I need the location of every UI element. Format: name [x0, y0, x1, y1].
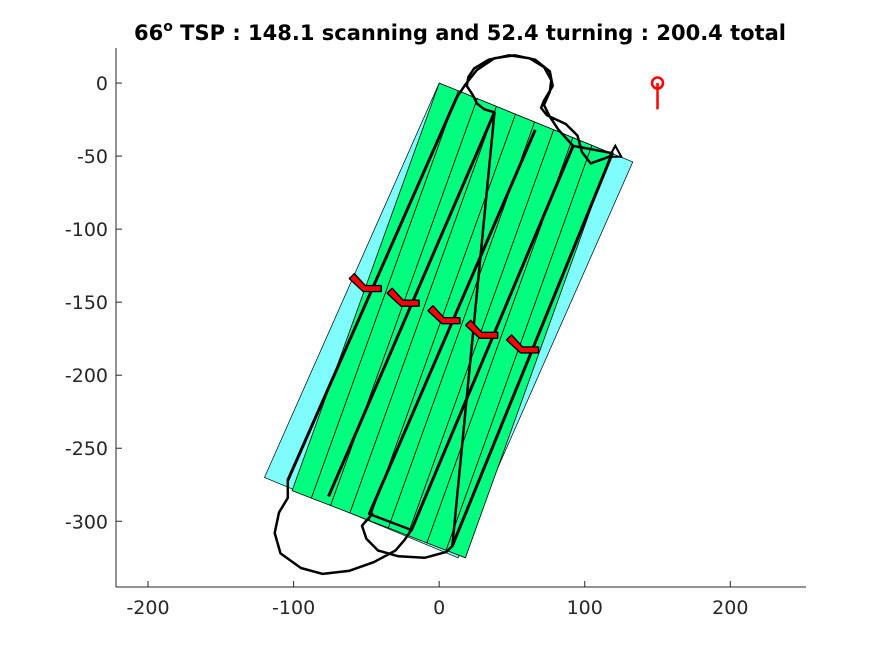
x-tick-label: 0 — [433, 597, 445, 619]
y-tick-label: -200 — [65, 365, 108, 387]
title-degree-symbol: o — [163, 19, 173, 35]
turn-path — [273, 54, 614, 576]
turn-marker — [348, 272, 382, 293]
turn-marker — [505, 334, 540, 354]
start-marker — [607, 143, 623, 158]
chart-title: 66o TSP : 148.1 scanning and 52.4 turnin… — [134, 19, 786, 45]
axes: -200 -100 0 100 200 0 -50 -100 -150 -200 -250 -300 — [65, 48, 806, 619]
turn-marker — [465, 319, 499, 339]
y-tick-label: 0 — [96, 73, 108, 95]
x-tick-label: -200 — [126, 597, 169, 619]
point-marker — [650, 76, 665, 90]
title-rest: TSP : 148.1 scanning and 52.4 turning : … — [173, 21, 786, 45]
plot-area — [264, 54, 665, 576]
y-tick-label: -300 — [65, 511, 108, 533]
y-tick-label: -100 — [65, 219, 108, 241]
x-tick-label: -100 — [272, 597, 315, 619]
y-tick-label: -150 — [65, 292, 108, 314]
turn-marker — [386, 287, 420, 307]
y-tick-label: -250 — [65, 438, 108, 460]
title-angle: 66 — [134, 21, 163, 45]
turn-marker — [427, 305, 461, 325]
x-tick-label: 200 — [712, 597, 748, 619]
y-tick-label: -50 — [77, 146, 108, 168]
x-tick-label: 100 — [567, 597, 603, 619]
